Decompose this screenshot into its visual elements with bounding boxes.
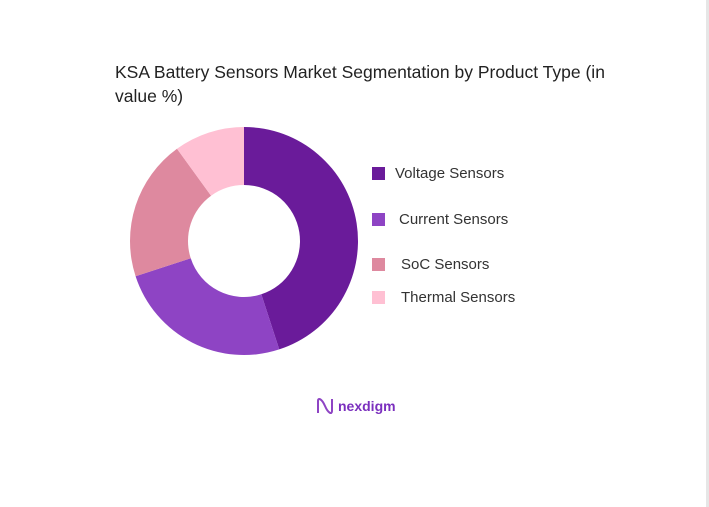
legend-item: Current Sensors [372,211,508,228]
slice-soc-sensors [129,148,212,277]
nexdigm-logo-icon [317,397,333,415]
slice-current-sensors [135,258,280,355]
legend-item: Thermal Sensors [372,289,515,306]
nexdigm-logo: nexdigm [316,397,396,415]
legend-item: SoC Sensors [372,256,489,273]
brand-name: nexdigm [338,398,396,414]
legend-label: Thermal Sensors [401,289,516,306]
legend-label: SoC Sensors [401,256,490,273]
legend-label: Voltage Sensors [395,165,505,182]
legend-label: Current Sensors [399,211,509,228]
legend-swatch [372,213,385,226]
right-border [706,0,709,507]
legend-item: Voltage Sensors [372,165,504,182]
legend-swatch [372,291,385,304]
chart-title: KSA Battery Sensors Market Segmentation … [115,62,605,106]
slice-thermal-sensors [176,127,244,196]
legend-swatch [372,167,385,180]
slice-voltage-sensors [244,127,358,350]
legend-swatch [372,258,385,271]
